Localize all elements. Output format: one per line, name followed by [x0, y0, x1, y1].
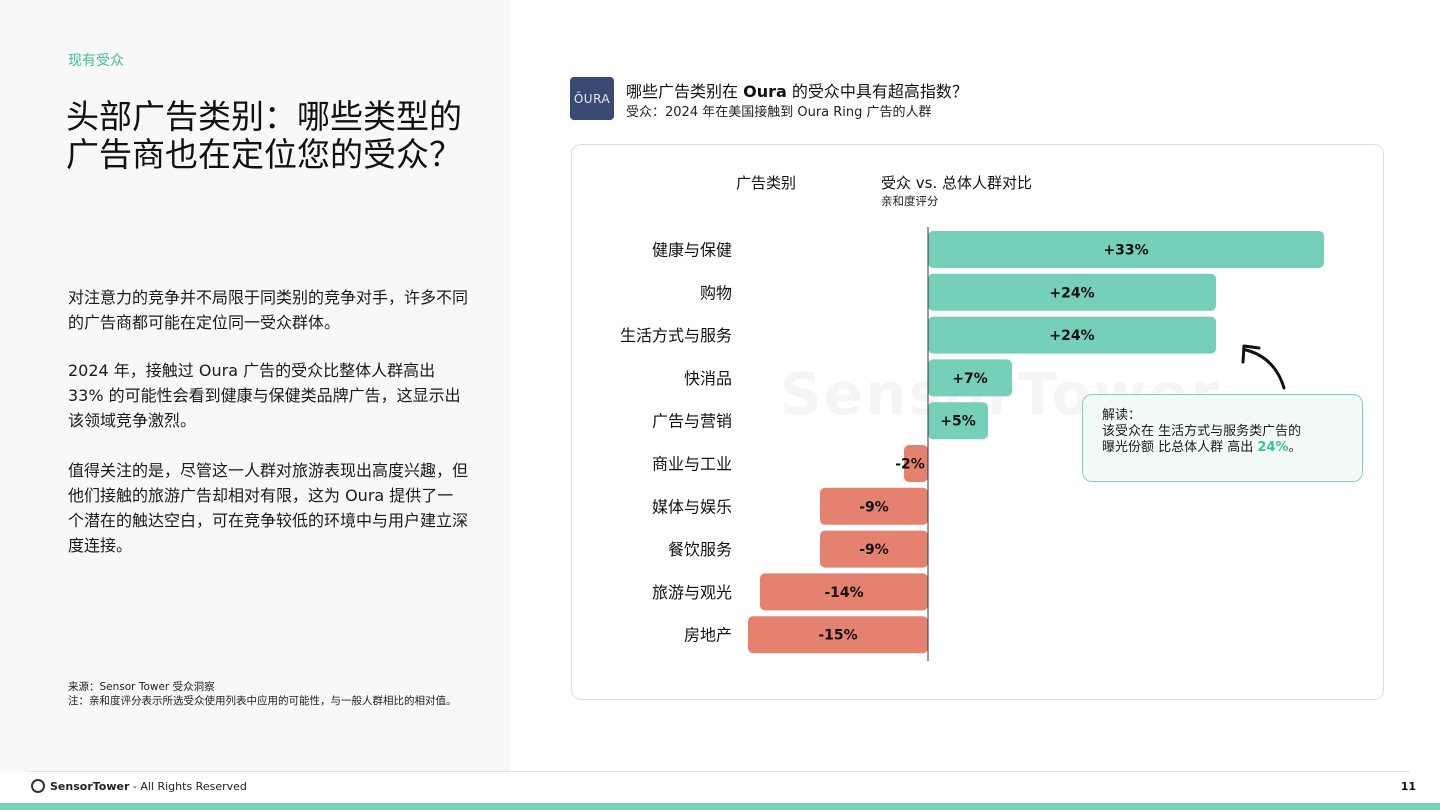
chart-subtitle: 受众：2024 年在美国接触到 Oura Ring 广告的人群 — [626, 105, 932, 120]
insight-text: 解读： 该受众在 生活方式与服务类广告的 曝光份额 比总体人群 高出 24%。 — [1102, 408, 1352, 456]
question-suffix: 的受众中具有超高指数？ — [786, 82, 968, 101]
note-line: 注：亲和度评分表示所选受众使用列表中应用的可能性，与一般人群相比的相对值。 — [68, 695, 457, 707]
sensortower-logo-icon — [31, 779, 45, 793]
footer-divider — [30, 771, 1410, 772]
insight-title: 解读： — [1102, 408, 1142, 423]
page-number: 11 — [1400, 780, 1416, 793]
insight-callout — [1082, 394, 1363, 482]
insight-line-1: 该受众在 生活方式与服务类广告的 — [1102, 424, 1302, 439]
insight-line-2-prefix: 曝光份额 比总体人群 高出 — [1102, 440, 1258, 455]
oura-logo: ŌURA — [570, 77, 614, 120]
paragraph-3: 值得关注的是，尽管这一人群对旅游表现出高度兴趣，但他们接触的旅游广告却相对有限，… — [68, 461, 469, 555]
insight-line-2: 曝光份额 比总体人群 高出 24%。 — [1102, 440, 1352, 456]
source-line: 来源：Sensor Tower 受众洞察 — [68, 681, 215, 693]
category-column-header: 广告类别 — [736, 174, 797, 192]
paragraph-1: 对注意力的竞争并不局限于同类别的竞争对手，许多不同的广告商都可能在定位同一受众群… — [68, 288, 469, 332]
insight-line-2-suffix: 。 — [1288, 440, 1302, 455]
question-brand: Oura — [743, 82, 787, 101]
page-headline: 头部广告类别：哪些类型的广告商也在定位您的受众？ — [66, 97, 462, 174]
footer-rights: - All Rights Reserved — [129, 779, 247, 793]
insight-highlight: 24% — [1257, 440, 1289, 455]
left-panel — [0, 0, 510, 772]
question-prefix: 哪些广告类别在 — [626, 82, 744, 101]
bottom-accent-bar — [0, 803, 1440, 810]
footer-brand-name: SensorTower — [50, 779, 130, 793]
footer-brand: SensorTower - All Rights Reserved — [31, 779, 247, 793]
section-eyebrow: 现有受众 — [68, 53, 124, 69]
chart-question: 哪些广告类别在 Oura 的受众中具有超高指数？ — [626, 78, 968, 102]
value-column-header: 受众 vs. 总体人群对比 — [881, 174, 1032, 192]
source-note: 来源：Sensor Tower 受众洞察 注：亲和度评分表示所选受众使用列表中应… — [68, 680, 508, 708]
value-column-subheader: 亲和度评分 — [881, 194, 939, 208]
paragraph-2: 2024 年，接触过 Oura 广告的受众比整体人群高出 33% 的可能性会看到… — [68, 361, 461, 430]
footer-text: SensorTower - All Rights Reserved — [50, 780, 247, 793]
